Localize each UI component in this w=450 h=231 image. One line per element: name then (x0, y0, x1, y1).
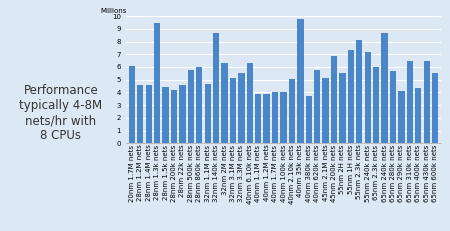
Bar (306, 96, 312, 143)
Bar (137, 85, 144, 143)
Bar (238, 73, 244, 143)
Bar (323, 78, 329, 143)
Bar (255, 94, 261, 143)
Y-axis label: Millions: Millions (100, 8, 126, 14)
Bar (356, 40, 362, 143)
Bar (129, 66, 135, 143)
Bar (398, 91, 405, 143)
Bar (213, 33, 219, 143)
Bar (432, 73, 438, 143)
Bar (373, 67, 379, 143)
Bar (171, 91, 177, 143)
Bar (348, 50, 354, 143)
Bar (264, 94, 270, 143)
Bar (196, 67, 202, 143)
Bar (221, 63, 228, 143)
Bar (339, 73, 346, 143)
Bar (364, 52, 371, 143)
Bar (154, 22, 160, 143)
Bar (382, 33, 388, 143)
Text: Performance
typically 4-8M
nets/hr with
8 CPUs: Performance typically 4-8M nets/hr with … (19, 84, 102, 142)
Bar (280, 92, 287, 143)
Bar (146, 85, 152, 143)
Bar (205, 83, 211, 143)
Bar (423, 61, 430, 143)
Bar (230, 79, 236, 143)
Bar (179, 85, 185, 143)
Bar (407, 61, 413, 143)
Bar (162, 87, 169, 143)
Bar (415, 88, 421, 143)
Bar (188, 70, 194, 143)
Bar (331, 56, 337, 143)
Bar (272, 92, 278, 143)
Bar (314, 70, 320, 143)
Bar (247, 63, 253, 143)
Bar (297, 19, 303, 143)
Bar (289, 79, 295, 143)
Bar (390, 71, 396, 143)
